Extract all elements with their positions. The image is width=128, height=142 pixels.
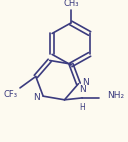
Text: CF₃: CF₃ (3, 90, 17, 99)
Text: CH₃: CH₃ (63, 0, 79, 9)
Text: N: N (79, 85, 86, 94)
Text: NH₂: NH₂ (107, 91, 124, 100)
Text: H: H (79, 103, 85, 112)
Text: N: N (33, 93, 40, 102)
Text: N: N (82, 78, 89, 87)
